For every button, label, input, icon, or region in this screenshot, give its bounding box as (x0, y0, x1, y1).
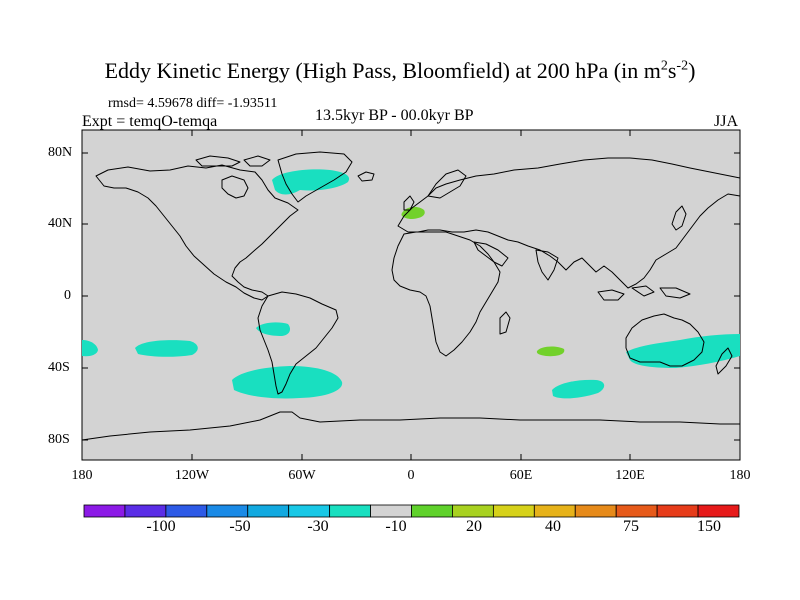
coast-hudson-bay (221, 175, 249, 199)
colorbar-label: -50 (229, 518, 251, 535)
colorbar-swatch (574, 504, 617, 518)
colorbar-swatch (124, 504, 167, 518)
coast-indonesia (597, 285, 691, 301)
anomaly-indian-green (536, 346, 565, 357)
plot-title: Eddy Kinetic Energy (High Pass, Bloomfie… (104, 58, 696, 83)
colorbar-swatch (83, 504, 126, 518)
colorbar-swatch (165, 504, 208, 518)
coast-new-zealand (715, 347, 733, 375)
lon-label-120w: 120W (174, 468, 210, 483)
coast-australia (625, 313, 705, 367)
coast-uk (403, 195, 415, 211)
coast-iceland (357, 171, 375, 182)
lat-label-40n: 40N (48, 216, 73, 231)
coast-india (535, 249, 559, 281)
coast-scandinavia (427, 169, 467, 199)
lat-label-40s: 40S (48, 360, 70, 375)
anomaly-south-indian (552, 379, 605, 399)
coast-africa (391, 231, 501, 357)
lat-label-80s: 80S (48, 432, 70, 447)
colorbar-swatch (411, 504, 453, 518)
colorbar-swatch (288, 504, 331, 518)
axis-ticks (82, 130, 740, 460)
colorbar-label: 20 (466, 518, 482, 535)
anomaly-pacific-west (82, 340, 98, 357)
colorbar-swatch (656, 504, 699, 518)
colorbar-label: -10 (385, 518, 407, 535)
colorbar-label: -100 (146, 518, 176, 535)
colorbar-swatch (492, 504, 535, 518)
colorbar-swatch (697, 504, 740, 518)
lon-label-60w: 60W (288, 468, 316, 483)
coast-madagascar (499, 311, 511, 335)
colorbar-label: 150 (697, 518, 721, 535)
coast-north-america (95, 164, 299, 301)
lon-label-60e: 60E (509, 468, 533, 483)
coastlines (81, 151, 741, 441)
anomaly-australia-tasman (626, 334, 740, 368)
lon-label-0: 0 (407, 468, 415, 483)
coast-greenland (277, 151, 353, 203)
colorbar-label: 75 (623, 518, 639, 535)
anomaly-greenland (272, 169, 350, 195)
colorbar-label: -30 (307, 518, 329, 535)
lon-label-180w: 180 (71, 468, 93, 483)
map-plot-area (81, 129, 741, 461)
period-label: 13.5kyr BP - 00.0kyr BP (315, 107, 474, 124)
coast-antarctica (81, 411, 740, 441)
coast-arctic-islands (195, 155, 271, 167)
coast-arabia (473, 241, 509, 267)
experiment-label: Expt = temqO-temqa (82, 113, 218, 130)
colorbar-swatch (329, 504, 371, 518)
coast-japan (671, 205, 687, 231)
lat-label-80n: 80N (48, 145, 73, 160)
lon-label-180e: 180 (729, 468, 751, 483)
season-label: JJA (714, 113, 739, 130)
anomaly-layer (82, 169, 740, 399)
colorbar-swatch (615, 504, 658, 518)
lat-label-0: 0 (64, 288, 71, 303)
colorbar-swatch (370, 504, 412, 518)
stats-line: rmsd= 4.59678 diff= -1.93511 (108, 96, 278, 111)
colorbar-swatch (533, 504, 576, 518)
coast-eurasia (397, 157, 741, 289)
coast-south-america (257, 291, 339, 395)
anomaly-pacific-central (135, 340, 198, 357)
colorbar-label: 40 (545, 518, 561, 535)
anomaly-south-america-coast (256, 322, 290, 336)
colorbar-swatch (247, 504, 290, 518)
colorbar-swatch (206, 504, 249, 518)
lon-label-120e: 120E (615, 468, 645, 483)
colorbar (83, 504, 740, 518)
colorbar-swatch (452, 504, 494, 518)
